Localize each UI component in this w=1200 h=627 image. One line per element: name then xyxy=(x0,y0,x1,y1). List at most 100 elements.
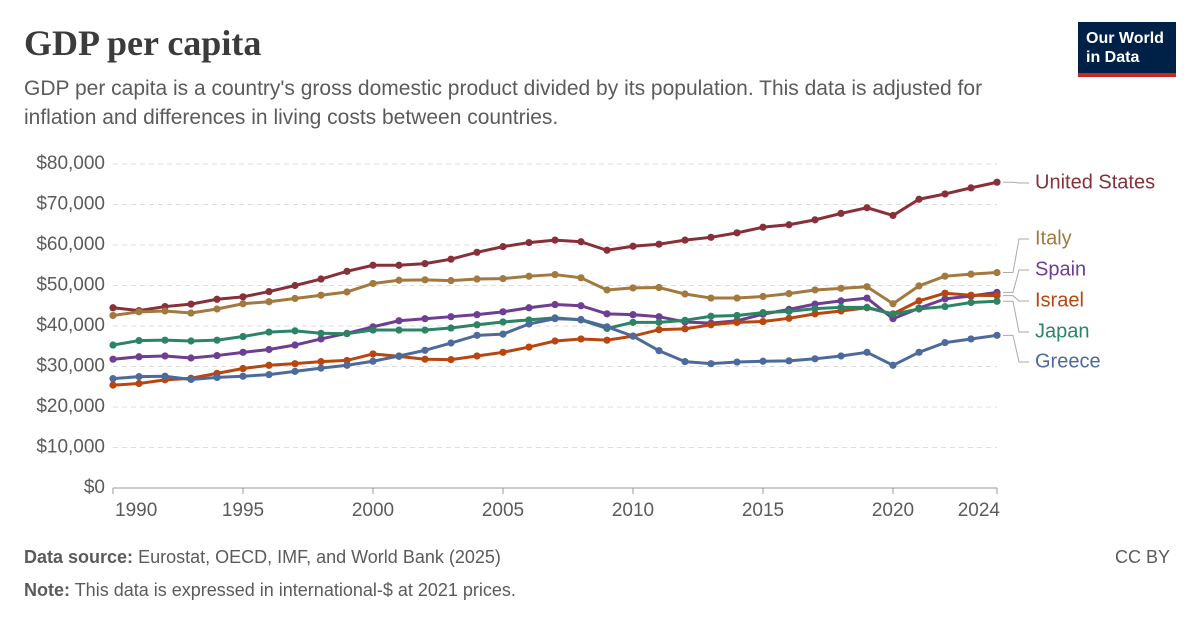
data-point xyxy=(317,329,325,337)
data-point xyxy=(109,375,117,383)
data-point xyxy=(785,221,793,229)
data-point xyxy=(707,233,715,241)
data-point xyxy=(265,345,273,354)
data-point xyxy=(681,236,689,244)
data-point xyxy=(629,242,637,250)
data-point xyxy=(967,335,975,343)
x-tick-label: 2005 xyxy=(482,500,524,521)
data-point xyxy=(525,238,533,247)
data-point xyxy=(577,335,585,343)
data-point xyxy=(187,300,195,308)
note: Note: This data is expressed in internat… xyxy=(24,580,516,601)
data-point xyxy=(681,290,689,298)
data-point xyxy=(187,309,195,317)
legend-label: Italy xyxy=(1035,227,1072,249)
legend-label: Greece xyxy=(1035,350,1101,372)
data-point xyxy=(603,246,611,254)
data-point xyxy=(967,184,975,192)
data-point xyxy=(291,360,299,368)
data-point xyxy=(811,355,819,363)
data-point xyxy=(941,339,949,347)
data-point xyxy=(395,276,403,284)
data-point xyxy=(421,315,429,323)
label-connector xyxy=(1003,238,1029,274)
data-point xyxy=(811,310,819,318)
data-point xyxy=(109,311,117,320)
y-tick-label: $60,000 xyxy=(36,234,105,255)
data-point xyxy=(343,330,351,338)
data-point xyxy=(707,294,715,302)
data-point xyxy=(473,311,481,319)
data-point xyxy=(577,302,585,310)
data-point xyxy=(395,317,403,325)
data-point xyxy=(551,315,559,323)
data-point xyxy=(317,275,325,283)
data-point xyxy=(967,298,975,307)
data-point xyxy=(317,335,325,343)
data-point xyxy=(577,274,585,282)
data-point xyxy=(421,260,429,268)
data-point xyxy=(499,308,507,316)
data-point xyxy=(603,286,611,294)
data-point xyxy=(317,364,325,372)
data-point xyxy=(681,316,689,324)
data-point xyxy=(707,312,715,320)
data-point xyxy=(213,295,221,303)
data-point xyxy=(915,297,923,305)
y-tick-label: $40,000 xyxy=(36,315,105,336)
data-point xyxy=(759,309,767,317)
x-tick-label: 2015 xyxy=(742,500,784,521)
data-point xyxy=(525,272,533,280)
data-point xyxy=(629,311,637,319)
label-connector xyxy=(1003,269,1029,293)
data-point xyxy=(369,261,377,269)
data-point xyxy=(109,304,117,312)
data-point xyxy=(447,324,455,332)
data-point xyxy=(395,326,403,334)
data-point xyxy=(265,287,273,296)
data-point xyxy=(655,318,663,326)
x-tick-label: 2024 xyxy=(958,500,1001,521)
legend-label: United States xyxy=(1035,171,1155,193)
data-point xyxy=(421,355,429,363)
data-point xyxy=(993,297,1001,305)
y-tick-label: $30,000 xyxy=(36,356,105,377)
data-point xyxy=(889,361,897,369)
data-point xyxy=(343,288,351,296)
data-point xyxy=(941,272,949,280)
data-point xyxy=(863,283,871,291)
y-tick-label: $10,000 xyxy=(36,437,105,458)
x-tick-label: 1995 xyxy=(222,500,264,521)
data-point xyxy=(343,361,351,369)
data-point xyxy=(759,357,767,365)
data-point xyxy=(265,328,273,336)
label-connector xyxy=(1003,334,1029,363)
data-point xyxy=(941,190,949,198)
data-point xyxy=(239,300,247,308)
data-point xyxy=(889,310,897,318)
data-point xyxy=(629,318,637,326)
data-point xyxy=(629,284,637,292)
logo[interactable]: Our World in Data xyxy=(1078,22,1176,77)
data-point xyxy=(369,357,377,365)
data-point xyxy=(135,336,143,345)
license[interactable]: CC BY xyxy=(1114,547,1170,567)
data-point xyxy=(291,281,299,290)
data-point xyxy=(109,341,117,349)
data-point xyxy=(837,297,845,305)
data-point xyxy=(213,351,221,360)
data-point xyxy=(655,283,663,292)
data-point xyxy=(707,360,715,368)
data-point xyxy=(291,341,299,349)
source-text[interactable]: Eurostat, OECD, IMF, and World Bank (202… xyxy=(138,547,501,567)
x-tick-label: 2010 xyxy=(612,500,654,521)
data-point xyxy=(161,307,169,315)
data-point xyxy=(135,308,143,316)
y-tick-label: $70,000 xyxy=(36,194,105,215)
data-point xyxy=(837,352,845,360)
data-point xyxy=(785,307,793,316)
x-tick-label: 2020 xyxy=(872,500,914,521)
legend-label: Japan xyxy=(1035,320,1090,342)
